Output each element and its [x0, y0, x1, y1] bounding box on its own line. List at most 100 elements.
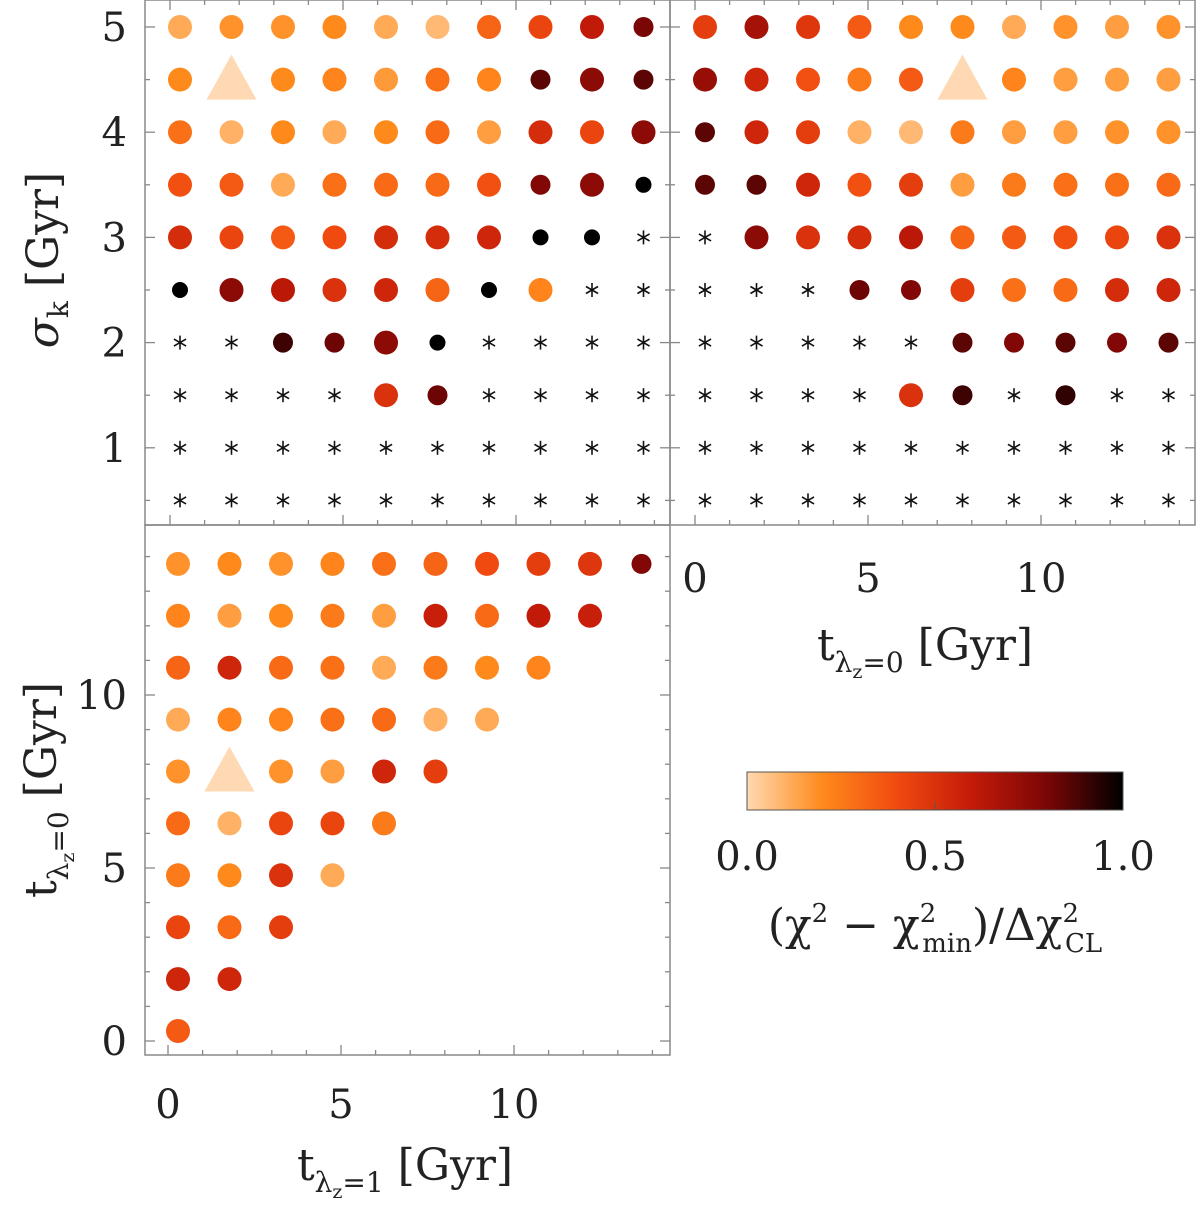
- data-point: [1105, 67, 1129, 92]
- excluded-point-asterisk: [1162, 388, 1175, 403]
- excluded-point-asterisk: [379, 440, 393, 455]
- asterisk-stroke: [1110, 443, 1124, 452]
- excluded-point-asterisk: [698, 335, 712, 350]
- data-point: [526, 551, 551, 576]
- data-point: [950, 172, 975, 197]
- data-point: [271, 225, 295, 250]
- asterisk-stroke: [482, 443, 496, 452]
- excluded-point-asterisk: [1162, 493, 1175, 508]
- data-point: [320, 603, 345, 628]
- excluded-point-asterisk: [328, 440, 341, 455]
- excluded-point-asterisk: [904, 493, 918, 508]
- data-point: [635, 176, 652, 193]
- asterisk-stroke: [801, 338, 815, 347]
- asterisk-stroke: [225, 496, 238, 505]
- data-point: [578, 603, 602, 628]
- data-point: [269, 655, 293, 680]
- asterisk-stroke: [956, 496, 969, 505]
- asterisk-stroke: [328, 443, 341, 452]
- data-point: [322, 120, 347, 145]
- unit-gyr: [Gyr]: [398, 1140, 513, 1191]
- data-point: [847, 67, 872, 92]
- excluded-point-asterisk: [1007, 493, 1021, 508]
- data-point: [1053, 67, 1078, 92]
- data-point: [219, 15, 244, 39]
- data-point: [423, 603, 448, 628]
- x-axis-label-t-lz1: tλz=1 [Gyr]: [297, 1140, 513, 1203]
- data-point: [271, 172, 295, 197]
- data-point: [1002, 15, 1026, 39]
- data-point: [322, 15, 347, 39]
- lambda-subscript: λ: [315, 1166, 333, 1199]
- data-point: [217, 655, 242, 680]
- data-point: [168, 225, 192, 250]
- excluded-point-asterisk: [1007, 440, 1021, 455]
- svg-text:σk[Gyr]: σk [Gyr]: [18, 172, 75, 348]
- asterisk-stroke: [698, 443, 712, 452]
- asterisk-stroke: [637, 443, 650, 452]
- data-point: [168, 120, 192, 145]
- z-subscript: z: [852, 661, 862, 683]
- data-point: [847, 15, 872, 39]
- excluded-point-asterisk: [853, 335, 866, 350]
- asterisk-stroke: [698, 285, 712, 295]
- excluded-point-asterisk: [801, 283, 815, 297]
- data-point: [217, 551, 242, 576]
- data-point: [168, 67, 192, 92]
- data-point: [1053, 278, 1078, 302]
- data-point: [217, 707, 242, 732]
- data-point: [425, 15, 450, 39]
- excluded-point-asterisk: [585, 388, 599, 403]
- data-point: [744, 67, 769, 92]
- data-point: [217, 811, 242, 836]
- excluded-point-asterisk: [225, 440, 238, 455]
- data-point: [526, 655, 551, 680]
- data-point: [429, 334, 446, 351]
- asterisk-stroke: [225, 443, 238, 452]
- eq-zero: =0: [42, 811, 75, 852]
- asterisk-stroke: [276, 391, 290, 400]
- t-letter: t: [16, 880, 67, 898]
- data-point: [219, 278, 244, 302]
- excluded-point-asterisk: [801, 388, 815, 403]
- asterisk-stroke: [801, 443, 815, 452]
- x-tick-label: 0: [155, 1082, 180, 1128]
- data-point: [217, 863, 242, 888]
- data-point: [695, 174, 715, 195]
- data-point: [166, 811, 190, 836]
- asterisk-stroke: [276, 496, 290, 505]
- excluded-point-asterisk: [173, 388, 187, 403]
- sigma-subscript: k: [42, 300, 75, 318]
- excluded-point-asterisk: [225, 335, 238, 350]
- asterisk-stroke: [1007, 443, 1021, 452]
- data-point: [1156, 120, 1181, 145]
- data-point: [1158, 332, 1179, 353]
- data-point: [899, 383, 923, 408]
- colorbar-tick-label: 0.5: [903, 834, 967, 880]
- y-tick-label: 2: [102, 321, 127, 367]
- asterisk-stroke: [1110, 496, 1124, 505]
- data-point: [532, 229, 549, 246]
- data-point: [322, 67, 347, 92]
- asterisk-stroke: [904, 338, 918, 347]
- asterisk-stroke: [637, 338, 650, 347]
- eq-one: =1: [342, 1166, 383, 1199]
- data-point: [899, 67, 923, 92]
- data-point: [1156, 172, 1181, 197]
- best-fit-triangle: [204, 746, 255, 792]
- excluded-point-asterisk: [750, 388, 763, 403]
- data-point: [693, 67, 717, 92]
- excluded-point-asterisk: [1110, 388, 1124, 403]
- best-fit-triangle: [206, 54, 257, 100]
- asterisk-stroke: [801, 391, 815, 400]
- asterisk-stroke: [585, 338, 599, 347]
- data-point: [796, 172, 820, 197]
- excluded-point-asterisk: [431, 440, 444, 455]
- asterisk-stroke: [904, 443, 918, 452]
- asterisk-stroke: [750, 496, 763, 505]
- sigma-symbol: σ: [18, 316, 69, 348]
- data-point: [271, 15, 295, 39]
- t-letter: t: [817, 620, 835, 671]
- data-point: [580, 67, 604, 92]
